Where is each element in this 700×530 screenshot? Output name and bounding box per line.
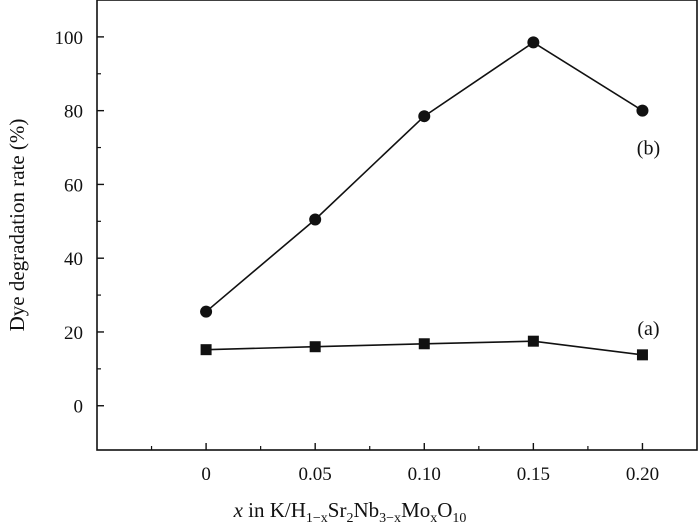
x-axis-title-part: in K/H <box>242 498 306 522</box>
data-point-circle <box>527 36 540 49</box>
y-tick-label: 60 <box>64 175 83 196</box>
data-point-circle <box>200 305 213 318</box>
x-axis-title-sub: 10 <box>452 511 467 526</box>
y-tick-label: 0 <box>74 397 84 418</box>
x-tick-label: 0.05 <box>299 464 332 485</box>
x-axis-title: x in K/H1−xSr2Nb3−xMoxO10 <box>0 498 700 527</box>
data-point-circle <box>309 213 322 226</box>
series-layer <box>200 36 649 361</box>
data-point-square <box>200 344 212 356</box>
data-point-square <box>527 335 539 347</box>
y-tick-label: 80 <box>64 102 83 123</box>
x-axis-title-sub: x <box>430 511 438 526</box>
x-axis-title-part: O <box>437 498 453 522</box>
x-axis-title-sub: 3−x <box>379 511 402 526</box>
y-tick-label: 100 <box>55 28 84 49</box>
x-axis-title-var: x <box>233 498 243 522</box>
x-tick-label: 0.20 <box>626 464 659 485</box>
y-axis: 0 20 40 60 80 100 <box>55 28 104 418</box>
data-point-square <box>418 338 430 350</box>
plot-frame <box>96 0 698 451</box>
data-point-square <box>636 349 648 361</box>
series-line <box>205 41 643 313</box>
x-tick-label: 0.15 <box>517 464 550 485</box>
y-tick-label: 40 <box>64 249 83 270</box>
x-tick-label: 0 <box>201 464 211 485</box>
data-point-square <box>309 341 321 353</box>
x-axis-title-sub: 1−x <box>305 511 328 526</box>
x-axis-title-part: Nb <box>353 498 380 522</box>
series-a-label: (a) <box>637 318 659 340</box>
data-point-circle <box>636 104 649 117</box>
x-axis: 0 0.05 0.10 0.15 0.20 <box>150 443 659 485</box>
data-point-circle <box>418 110 431 123</box>
x-axis-title-part: Sr <box>327 498 347 522</box>
y-axis-title: Dye degradation rate (%) <box>5 119 29 332</box>
x-axis-title-sub: 2 <box>346 511 354 526</box>
x-axis-title-part: Mo <box>401 498 431 522</box>
x-tick-label: 0.10 <box>408 464 441 485</box>
y-tick-label: 20 <box>64 323 83 344</box>
series-b-label: (b) <box>637 138 660 160</box>
